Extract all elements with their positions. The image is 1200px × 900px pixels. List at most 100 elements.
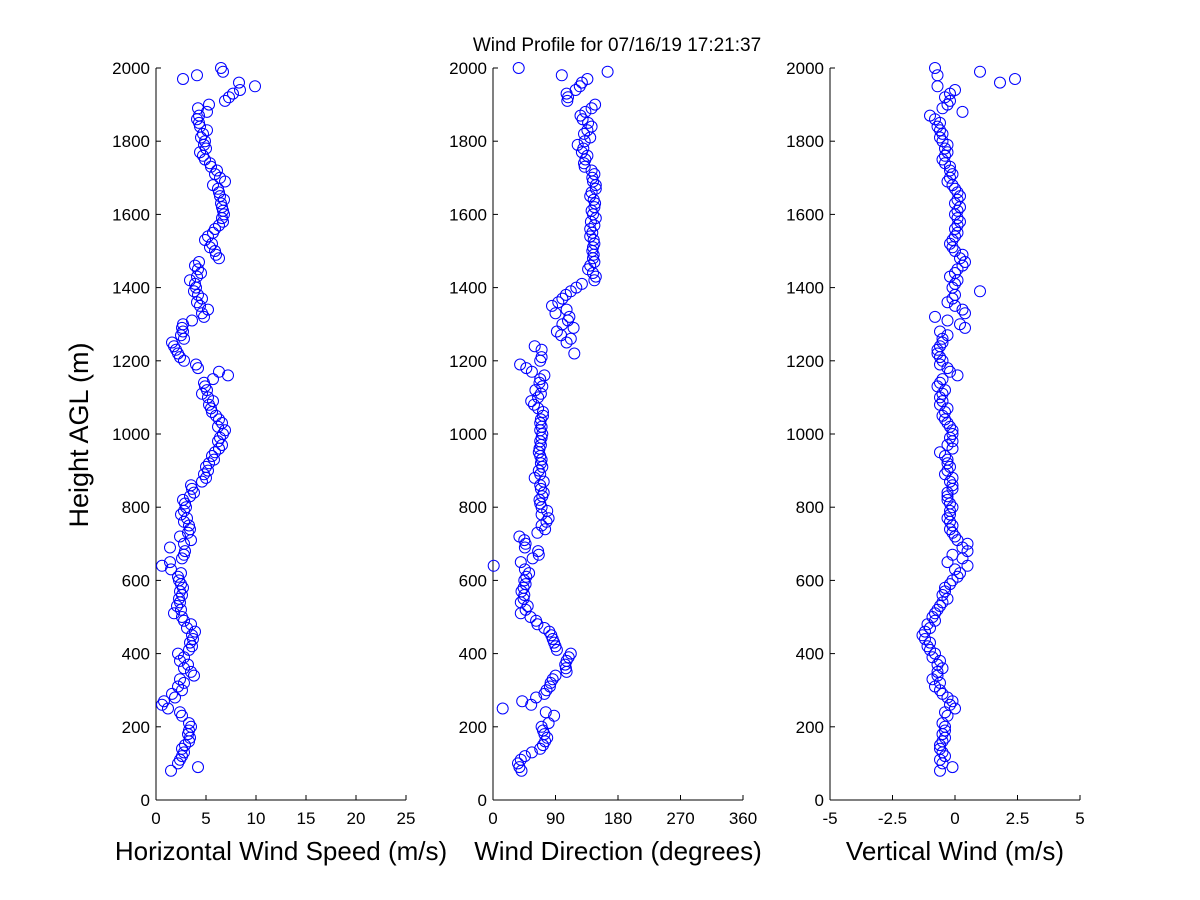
data-point [581,73,594,85]
y-tick-label: 1800 [112,132,150,151]
data-point [949,288,961,301]
x-tick-label: 90 [546,809,565,828]
data-point [944,420,956,433]
data-point [176,321,188,334]
data-point [569,84,582,96]
data-point [578,127,590,140]
y-tick-label: 2000 [112,59,150,78]
data-point [941,329,954,342]
data-point [196,307,208,320]
x-tick-label: 0 [151,809,160,828]
data-point [559,662,572,675]
data-point [194,146,206,159]
data-point [175,508,187,521]
data-point [181,512,193,525]
data-point [931,80,944,93]
data-point [946,428,959,440]
data-point [219,94,231,107]
data-point [589,98,602,111]
data-point [181,622,193,634]
y-tick-label: 800 [459,498,487,517]
data-point [203,98,215,111]
y-tick-label: 1000 [786,425,824,444]
data-point [568,347,581,360]
data-point [934,376,946,389]
data-point [936,589,949,601]
y-axis-label: Height AGL (m) [64,342,94,527]
data-point [931,603,944,616]
data-point [526,552,539,565]
panel-2: 0 200 400 600 800 1000 1200 1400 1600 1800 2000 0 90… [449,59,762,866]
data-point [936,717,949,730]
data-point [176,611,188,623]
data-point [213,186,225,199]
data-point [202,391,214,404]
data-point [949,230,961,243]
data-point [193,256,205,268]
y-tick-label: 1600 [449,205,487,224]
data-point [223,91,235,104]
data-point [191,69,203,82]
data-point [199,234,211,246]
data-point [546,673,559,686]
data-point [525,395,538,408]
data-point [571,138,584,151]
x-tick-label: 5 [1075,809,1084,828]
data-point [584,223,597,235]
y-tick-label: 800 [796,498,824,517]
data-point [538,622,551,634]
data-point [218,208,230,221]
data-point [585,102,598,115]
y-tick-label: 1600 [112,205,150,224]
data-point [182,728,194,741]
data-point [936,127,949,140]
data-point [587,267,599,279]
data-point [234,84,246,96]
data-point [209,446,221,459]
data-point [539,706,552,719]
data-point [538,369,551,382]
data-point [534,373,547,386]
data-point [186,482,198,495]
x-axis-label: Vertical Wind (m/s) [846,836,1064,866]
data-point [946,234,959,246]
y-tick-label: 1200 [786,352,824,371]
data-point [951,570,964,583]
data-point [949,208,961,221]
data-point [172,570,184,583]
data-point [173,592,185,605]
data-point [172,647,184,660]
data-point [215,62,227,74]
data-point [939,142,951,155]
data-point [179,545,191,558]
data-point [213,252,225,265]
y-tick-label: 600 [796,571,824,590]
data-point [934,340,946,353]
data-point [178,537,190,550]
data-point [936,395,949,408]
data-point [535,351,548,364]
y-tick-label: 1800 [449,132,487,151]
data-point [178,354,190,367]
direction-points [487,62,614,777]
data-point [518,563,531,576]
data-point [575,277,588,290]
data-point [939,724,951,737]
data-point [184,636,196,649]
data-point [513,530,526,543]
panel-1: 0 200 400 600 800 1000 1200 1400 1600 1800 2000 0 5 1… [112,59,447,866]
data-point [949,563,961,576]
data-point [542,717,555,730]
data-point [941,417,954,429]
data-point [216,201,228,214]
data-point [944,475,956,488]
data-point [512,757,524,770]
data-point [936,687,949,700]
data-point [496,702,509,715]
data-point [921,640,934,653]
data-point [535,720,548,733]
y-tick-label: 1800 [786,132,824,151]
data-point [174,596,186,609]
